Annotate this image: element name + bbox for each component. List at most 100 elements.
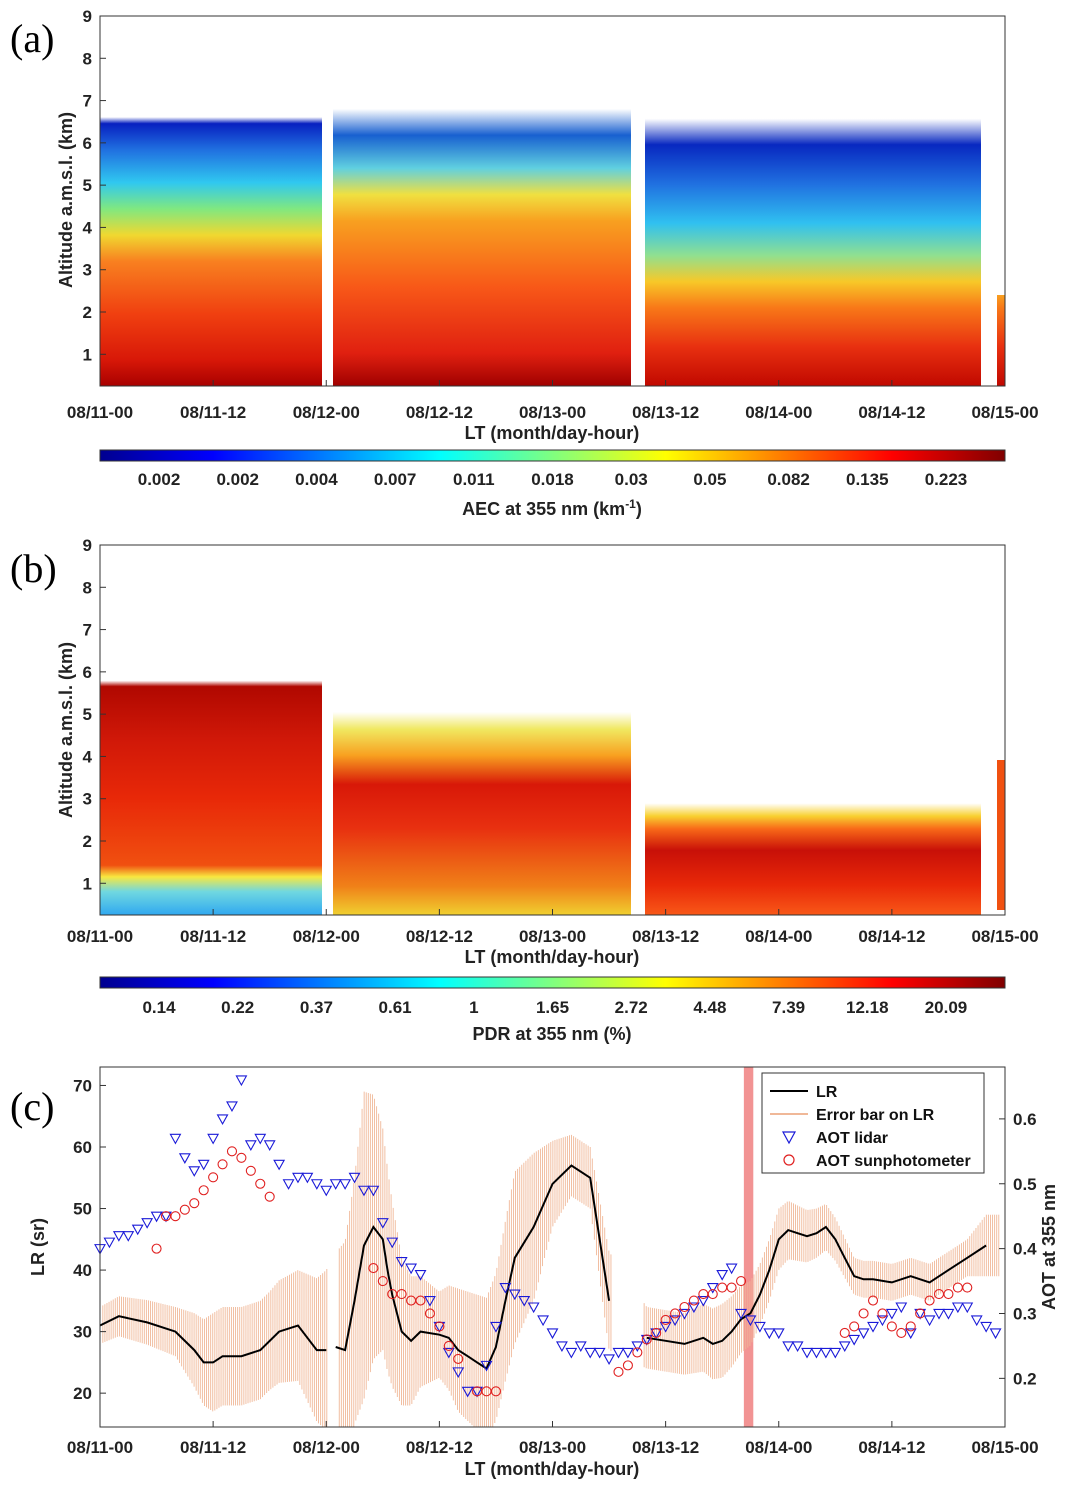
aot-lidar-point — [207, 1133, 220, 1145]
aot-lidar-point — [565, 1347, 578, 1359]
aot-sun-point — [877, 1308, 888, 1319]
colorbar-tick-label: 0.22 — [221, 998, 254, 1017]
aot-lidar-point — [178, 1153, 191, 1164]
aot-lidar-point — [339, 1179, 352, 1190]
aot-lidar-point — [273, 1159, 286, 1171]
aec-y-ticks: 1 2 3 4 5 6 7 8 9 — [83, 7, 106, 364]
x-tick-label: 08/13-00 — [519, 403, 586, 422]
y-tick-label: 6 — [83, 663, 92, 682]
x-tick-label: 08/12-12 — [406, 1438, 473, 1457]
y-tick-label: 4 — [83, 747, 93, 766]
aot-sun-point — [867, 1295, 879, 1306]
y-tick-label: 5 — [83, 176, 92, 195]
colorbar-tick-label: 1.65 — [536, 998, 569, 1017]
aot-lidar-point — [263, 1140, 276, 1151]
aot-lidar-point — [518, 1295, 531, 1307]
aot-lidar-point — [867, 1321, 879, 1333]
aot-lidar-point — [725, 1263, 738, 1275]
aot-sun-point — [151, 1243, 162, 1254]
aot-lidar-point — [310, 1179, 323, 1190]
y-tick-label: 30 — [73, 1323, 92, 1342]
aot-lidar-point — [282, 1179, 295, 1190]
aot-lidar-point — [508, 1289, 521, 1301]
legend-aot-sun-swatch — [783, 1154, 795, 1166]
x-tick-label: 08/11-12 — [180, 1438, 246, 1457]
aot-sun-point — [245, 1165, 256, 1176]
aot-lidar-point — [669, 1315, 681, 1327]
aot-sun-point — [208, 1172, 219, 1183]
aot-lidar-point — [772, 1328, 785, 1340]
aot-sun-point — [632, 1347, 643, 1358]
aec-xlabel: LT (month/day-hour) — [465, 423, 640, 443]
aot-lidar-point — [801, 1347, 813, 1359]
aot-sun-point — [453, 1353, 464, 1364]
aot-sun-point — [839, 1327, 850, 1338]
aot-lidar-point — [395, 1257, 408, 1268]
x-tick-label: 08/14-00 — [745, 403, 812, 422]
panel-label-b: (b) — [10, 546, 57, 591]
aot-lidar-point — [810, 1347, 823, 1359]
aot-lidar-point — [490, 1321, 502, 1333]
aot-lidar-point — [244, 1140, 257, 1151]
aot-sun-point — [886, 1321, 897, 1332]
aot-sun-point — [377, 1276, 388, 1287]
colorbar-tick-label: 0.03 — [615, 470, 648, 489]
y-tick-label: 8 — [83, 578, 92, 597]
y-tick-label: 50 — [73, 1200, 92, 1219]
x-tick-label: 08/11-12 — [180, 927, 246, 946]
aot-lidar-point — [980, 1321, 993, 1333]
aot-lidar-point — [574, 1341, 587, 1353]
pdr-block-4 — [997, 760, 1005, 910]
pdr-colorbar-ticks: 0.14 0.22 0.37 0.61 1 1.65 2.72 4.48 7.39 12.18 20… — [142, 998, 967, 1017]
y-tick-label: 1 — [83, 345, 92, 364]
x-tick-label: 08/15-00 — [971, 403, 1038, 422]
x-tick-label: 08/15-00 — [971, 1438, 1038, 1457]
aot-lidar-point — [735, 1308, 747, 1320]
y2-tick-label: 0.3 — [1013, 1304, 1037, 1323]
aot-sun-point — [707, 1288, 718, 1300]
lr-x-ticks: 08/11-00 08/11-12 08/12-00 08/12-12 08/13-00… — [67, 1421, 1039, 1457]
aot-lidar-point — [169, 1133, 182, 1145]
y-tick-label: 60 — [73, 1138, 92, 1157]
aot-lidar-point — [951, 1302, 964, 1314]
aot-lidar-point — [414, 1270, 427, 1281]
panel-label-a: (a) — [10, 16, 54, 61]
x-tick-label: 08/13-12 — [632, 1438, 699, 1457]
y-tick-label: 70 — [73, 1076, 92, 1095]
aot-sun-point — [613, 1366, 624, 1377]
aot-sun-point — [622, 1360, 633, 1371]
colorbar-tick-label: 0.007 — [374, 470, 417, 489]
aot-lidar-point — [763, 1328, 776, 1340]
aot-sun-point — [905, 1321, 916, 1332]
highlight-band — [743, 1067, 754, 1427]
x-tick-label: 08/11-00 — [67, 403, 133, 422]
aot-lidar-point — [904, 1328, 917, 1340]
aot-lidar-point — [933, 1308, 945, 1320]
colorbar-tick-label: 0.018 — [531, 470, 574, 489]
aot-lidar-point — [254, 1133, 267, 1145]
aot-lidar-point — [376, 1218, 389, 1229]
aot-lidar-point — [546, 1328, 559, 1340]
aot-lidar-point — [329, 1179, 342, 1190]
aot-sun-point — [735, 1276, 747, 1287]
x-tick-label: 08/14-12 — [858, 403, 925, 422]
aot-lidar-point — [744, 1315, 757, 1327]
aot-sun-point — [924, 1295, 935, 1306]
aot-sun-point — [226, 1146, 238, 1157]
aot-lidar-point — [367, 1185, 380, 1197]
aot-lidar-point — [970, 1315, 983, 1327]
y-tick-label: 5 — [83, 705, 92, 724]
x-tick-label: 08/12-12 — [406, 403, 473, 422]
aec-x-ticks: 08/11-00 08/11-12 08/12-00 08/12-12 08/13-00… — [67, 380, 1039, 422]
aot-sun-point — [490, 1386, 501, 1397]
aot-sun-point — [726, 1282, 737, 1293]
aot-sun-point — [660, 1314, 671, 1326]
legend-aot-lidar-swatch — [781, 1131, 797, 1145]
aot-lidar-point — [235, 1075, 248, 1087]
colorbar-tick-label: 0.002 — [216, 470, 259, 489]
aot-lidar-point — [461, 1386, 474, 1398]
aot-lidar-point — [857, 1328, 870, 1340]
y2-tick-label: 0.6 — [1013, 1110, 1037, 1129]
x-tick-label: 08/11-00 — [67, 1438, 133, 1457]
aot-lidar-point — [687, 1302, 700, 1314]
